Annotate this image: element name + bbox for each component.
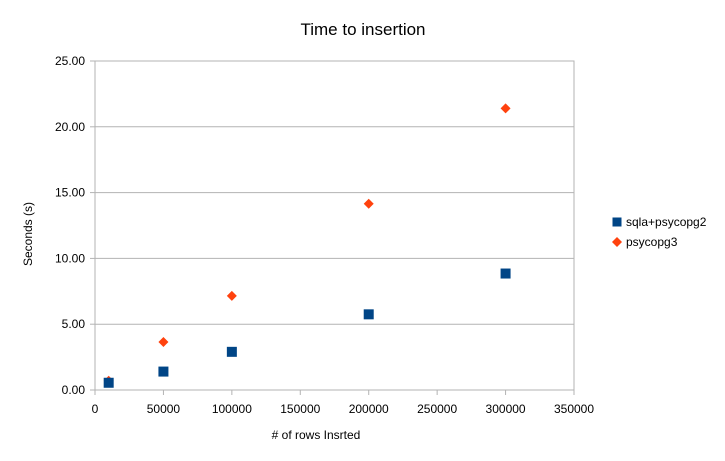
square-point [103,377,114,388]
y-tick-label: 5.00 [62,317,86,331]
diamond-point [500,103,511,114]
x-axis-label: # of rows Insrted [272,428,361,442]
legend-swatch [612,217,622,227]
legend-swatch [612,237,622,247]
x-tick-label: 200000 [349,402,389,416]
data-points [103,103,511,388]
square-point [158,366,169,377]
legend: sqla+psycopg2 psycopg3 [612,215,707,249]
y-tick-label: 20.00 [55,120,85,134]
square-point [226,346,237,357]
plot-area [94,60,575,391]
legend-label: psycopg3 [626,235,678,249]
square-point [500,268,511,279]
y-tick-label: 0.00 [62,383,86,397]
x-tick-label: 300000 [486,402,526,416]
diamond-point [158,336,169,347]
series-sqla+psycopg2 [103,268,511,388]
y-axis-label: Seconds (s) [21,202,35,266]
x-axis-ticks: 0 50000 100000 150000 200000 250000 300000 3500… [92,390,594,416]
y-axis-ticks: 0.00 5.00 10.00 15.00 20.00 25.00 [55,54,95,397]
diamond-point [226,290,237,301]
y-tick-label: 25.00 [55,54,85,68]
x-tick-label: 100000 [212,402,252,416]
y-tick-label: 10.00 [55,251,85,265]
square-point [363,309,374,320]
x-tick-label: 250000 [417,402,457,416]
x-tick-label: 150000 [280,402,320,416]
x-tick-label: 50000 [147,402,181,416]
chart-title: Time to insertion [300,20,425,39]
legend-item: psycopg3 [612,235,678,249]
x-tick-label: 350000 [554,402,594,416]
series-psycopg3 [103,103,511,386]
x-tick-label: 0 [92,402,99,416]
diamond-point [363,198,374,209]
legend-label: sqla+psycopg2 [626,215,707,229]
y-tick-label: 15.00 [55,186,85,200]
legend-item: sqla+psycopg2 [612,215,707,229]
